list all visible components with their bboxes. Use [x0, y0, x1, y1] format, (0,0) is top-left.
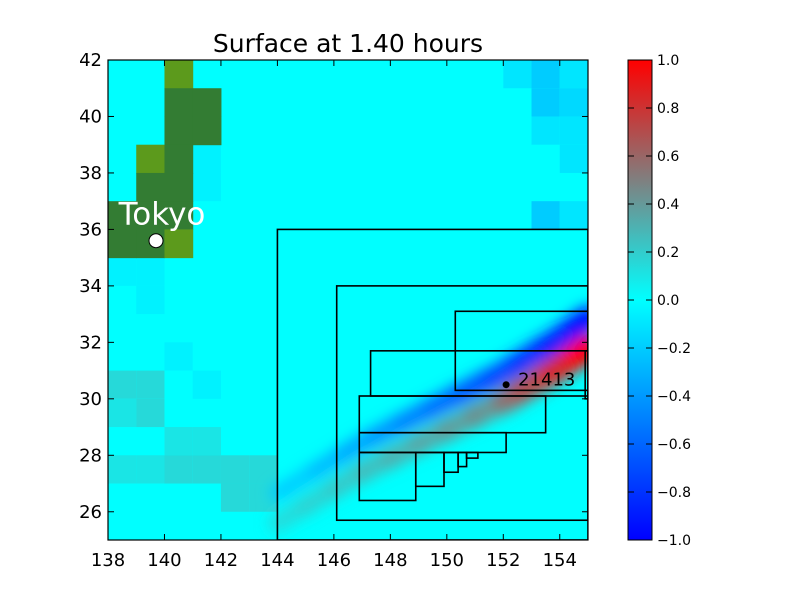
- surface-cell: [531, 201, 560, 230]
- surface-cell: [531, 116, 560, 145]
- x-tick-label: 144: [260, 550, 294, 571]
- colorbar-tick-label: 0.6: [657, 149, 679, 165]
- wave-trough-segment: [269, 469, 314, 501]
- colorbar-tick-label: −0.8: [657, 485, 691, 501]
- x-tick-label: 138: [91, 550, 125, 571]
- surface-cell: [531, 88, 560, 117]
- surface-cell: [220, 483, 250, 512]
- y-axis: 26 28 30 32 34 36 38 40 42: [79, 50, 588, 523]
- y-tick-label: 40: [79, 106, 102, 127]
- surface-cell: [531, 60, 560, 89]
- land-cell: [164, 172, 194, 202]
- x-tick-label: 152: [486, 550, 520, 571]
- land-cell: [164, 201, 194, 230]
- surface-cell: [192, 172, 221, 202]
- land-cell: [136, 172, 165, 202]
- surface-cell: [164, 427, 193, 456]
- surface-cells: [108, 60, 588, 512]
- surface-cell: [559, 201, 588, 230]
- y-tick-label: 36: [79, 219, 102, 240]
- surface-cell: [136, 285, 165, 315]
- surface-cell: [559, 144, 588, 173]
- colorbar: 1.0 0.8 0.6 0.4 0.2 0.0 −0.2 −0.4 −0.6 −0.8 −1.0: [627, 53, 691, 549]
- colorbar-tick-label: 1.0: [657, 53, 679, 69]
- x-tick-label: 150: [430, 550, 464, 571]
- surface-cell: [192, 370, 221, 399]
- surface-cell: [192, 455, 221, 484]
- tokyo-marker: [148, 233, 164, 249]
- colorbar-tick-label: 0.2: [657, 245, 679, 261]
- colorbar-tick-label: −1.0: [657, 533, 691, 549]
- land-cell: [164, 144, 194, 174]
- surface-cell: [559, 60, 588, 89]
- land-cell: [108, 229, 137, 259]
- surface-cell: [192, 427, 221, 456]
- colorbar-tick-label: 0.0: [657, 293, 679, 309]
- y-tick-label: 34: [79, 276, 102, 297]
- colorbar-tick-label: 0.4: [657, 197, 679, 213]
- surface-cell: [164, 455, 193, 484]
- land-cell: [136, 201, 165, 230]
- land-cell: [136, 144, 165, 174]
- surface-cell: [192, 144, 221, 173]
- y-tick-label: 30: [79, 389, 102, 410]
- surface-cell: [108, 257, 137, 286]
- gauge-marker: [502, 381, 510, 389]
- surface-cell: [108, 455, 137, 484]
- surface-cell: [559, 116, 588, 145]
- land-cell: [108, 201, 137, 230]
- y-tick-label: 42: [79, 50, 102, 71]
- y-tick-label: 28: [79, 445, 102, 466]
- plot-frame: [107, 59, 589, 541]
- annotations: Tokyo 21413: [118, 197, 576, 391]
- land-cells: [108, 60, 222, 259]
- surface-cell: [559, 88, 588, 117]
- surface-cell: [136, 398, 165, 428]
- x-tick-label: 154: [543, 550, 577, 571]
- colorbar-tick-label: −0.6: [657, 437, 691, 453]
- surface-cell: [136, 370, 165, 399]
- surface-cell: [503, 60, 532, 89]
- surface-cell: [136, 455, 165, 484]
- surface-cell: [136, 257, 165, 286]
- x-tick-label: 140: [147, 550, 181, 571]
- land-cell: [192, 116, 222, 146]
- refinement-box: [457, 451, 468, 468]
- x-tick-label: 142: [204, 550, 238, 571]
- surface-cell: [249, 455, 278, 484]
- colorbar-tick-label: −0.2: [657, 341, 691, 357]
- x-tick-label: 146: [317, 550, 351, 571]
- x-tick-label: 148: [373, 550, 407, 571]
- refinement-box: [465, 451, 479, 459]
- surface-cell: [164, 342, 193, 371]
- colorbar-tick-label: −0.4: [657, 389, 691, 405]
- colorbar-ticks: 1.0 0.8 0.6 0.4 0.2 0.0 −0.2 −0.4 −0.6 −0.8 −1.0: [628, 53, 691, 549]
- y-tick-label: 32: [79, 332, 102, 353]
- land-cell: [192, 88, 222, 117]
- wave-crest-segment: [268, 496, 316, 533]
- land-cell: [164, 116, 194, 146]
- land-cell: [164, 60, 194, 89]
- x-axis: 138 140 142 144 146 148 150 152 154: [91, 60, 577, 571]
- land-cell: [164, 88, 194, 117]
- surface-cell: [220, 455, 250, 484]
- land-cell: [164, 229, 194, 259]
- colorbar-tick-label: 0.8: [657, 101, 679, 117]
- y-tick-label: 38: [79, 163, 102, 184]
- chart-title: Surface at 1.40 hours: [213, 29, 483, 58]
- gauge-label: 21413: [518, 370, 575, 391]
- y-tick-label: 26: [79, 502, 102, 523]
- plot-area: [108, 60, 588, 540]
- tokyo-label: Tokyo: [118, 197, 206, 233]
- surface-cell: [108, 370, 137, 399]
- surface-cell: [108, 398, 137, 428]
